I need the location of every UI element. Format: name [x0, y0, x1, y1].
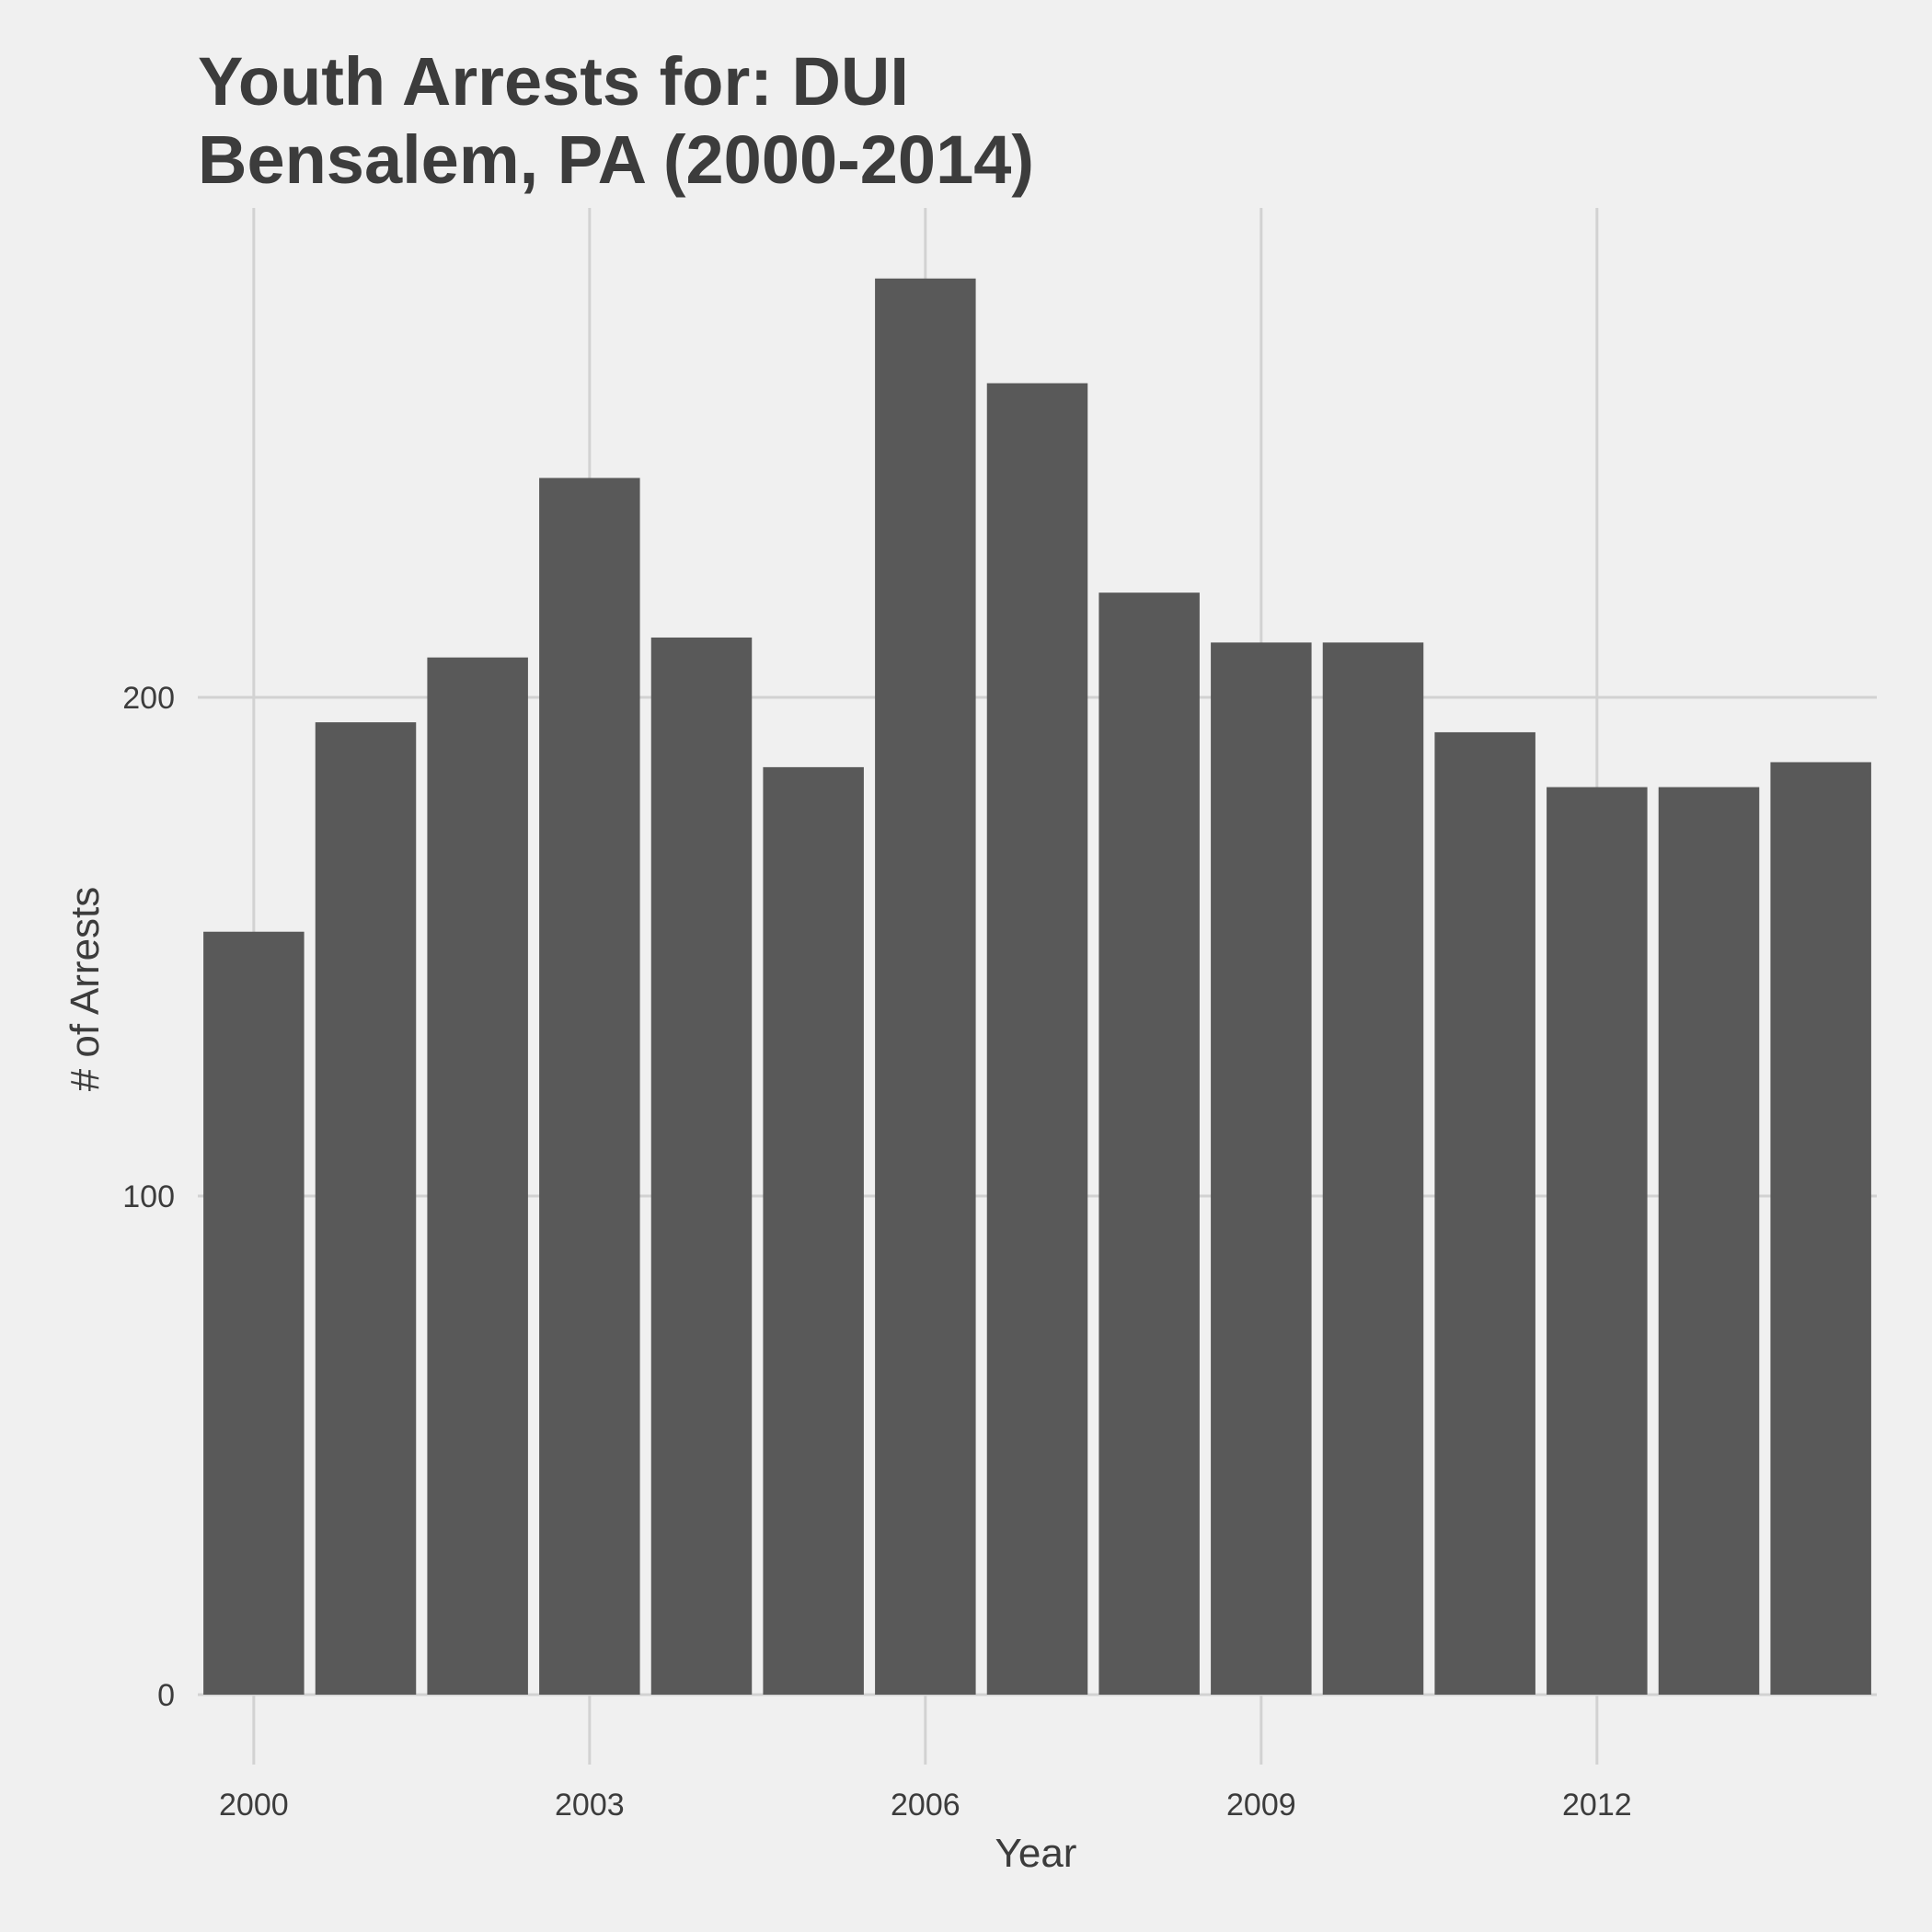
y-tick-label: 0 — [157, 1678, 175, 1713]
x-tick-label: 2003 — [555, 1788, 625, 1823]
bar-2005 — [763, 766, 864, 1695]
bar-2007 — [986, 383, 1088, 1695]
y-tick-label: 100 — [122, 1179, 175, 1214]
bar-2000 — [203, 931, 305, 1695]
y-tick-label: 200 — [122, 681, 175, 716]
x-tick-label: 2006 — [891, 1788, 960, 1823]
bar-2013 — [1658, 787, 1760, 1695]
x-tick-label: 2009 — [1226, 1788, 1296, 1823]
bar-2014 — [1770, 762, 1871, 1695]
chart-title-line-2: Bensalem, PA (2000-2014) — [198, 121, 1034, 198]
bar-2008 — [1098, 592, 1200, 1696]
bar-2006 — [875, 278, 976, 1696]
x-tick-label: 2000 — [219, 1788, 289, 1823]
bar-2011 — [1434, 731, 1535, 1696]
bar-2012 — [1547, 787, 1648, 1695]
bar-2004 — [650, 637, 753, 1696]
bar-2001 — [315, 722, 417, 1695]
x-axis-ticks: 2000 2003 2006 2009 2012 — [219, 1788, 1632, 1823]
x-tick-label: 2012 — [1562, 1788, 1632, 1823]
chart-title-line-1: Youth Arrests for: DUI — [198, 43, 909, 120]
y-axis-ticks: 0 100 200 — [122, 681, 175, 1713]
bar-2002 — [427, 657, 528, 1695]
bar-2003 — [539, 477, 640, 1695]
x-axis-title: Year — [995, 1831, 1077, 1876]
bars — [203, 278, 1871, 1696]
bar-2009 — [1211, 642, 1312, 1695]
y-axis-title: # of Arrests — [63, 887, 108, 1092]
bar-2010 — [1322, 642, 1424, 1695]
